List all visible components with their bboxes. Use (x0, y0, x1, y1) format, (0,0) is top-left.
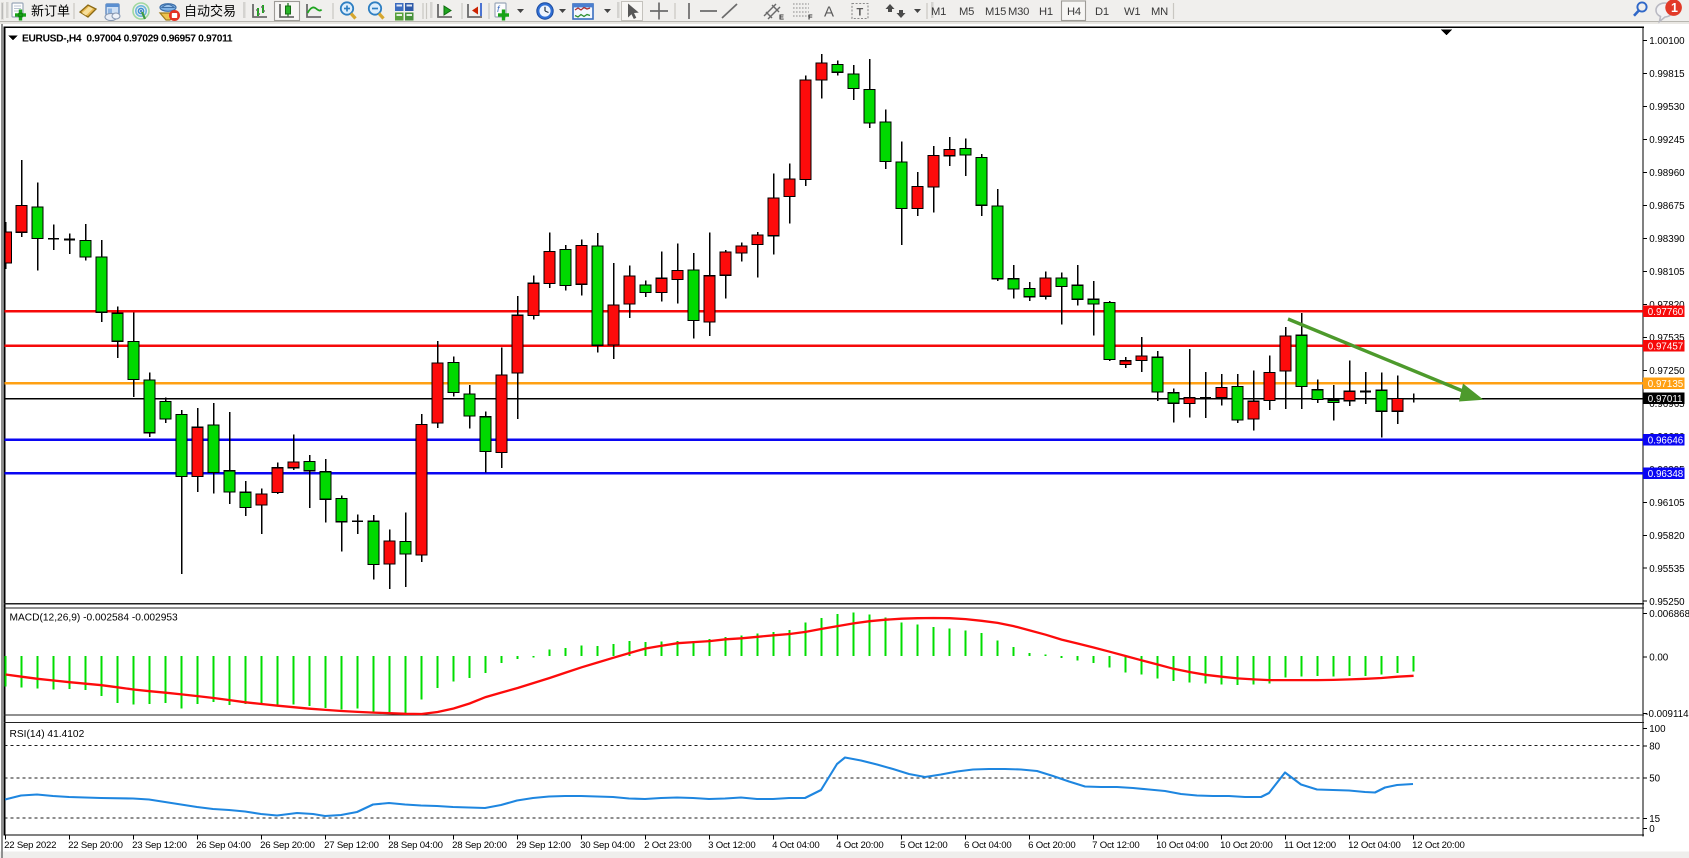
svg-text:0.99245: 0.99245 (1649, 135, 1685, 146)
svg-text:28 Sep 20:00: 28 Sep 20:00 (452, 840, 507, 851)
svg-text:0.97535: 0.97535 (1649, 333, 1685, 344)
svg-text:10 Oct 20:00: 10 Oct 20:00 (1220, 840, 1273, 851)
svg-text:H1: H1 (1039, 6, 1053, 18)
svg-text:26 Sep 20:00: 26 Sep 20:00 (260, 840, 315, 851)
svg-text:0.006868: 0.006868 (1649, 609, 1689, 620)
svg-text:1.00100: 1.00100 (1649, 36, 1685, 47)
svg-text:3 Oct 12:00: 3 Oct 12:00 (708, 840, 755, 851)
svg-text:M30: M30 (1008, 6, 1029, 18)
svg-text:0.96348: 0.96348 (1648, 469, 1684, 480)
svg-text:4 Oct 04:00: 4 Oct 04:00 (772, 840, 819, 851)
svg-text:0.95535: 0.95535 (1649, 564, 1685, 575)
svg-text:0.98960: 0.98960 (1649, 168, 1685, 179)
svg-text:0.99530: 0.99530 (1649, 102, 1685, 113)
svg-text:-0.009114: -0.009114 (1645, 709, 1689, 720)
svg-text:A: A (824, 4, 834, 21)
svg-text:0.95820: 0.95820 (1649, 531, 1685, 542)
svg-text:0.96646: 0.96646 (1648, 436, 1684, 447)
svg-text:0.96105: 0.96105 (1649, 498, 1685, 509)
svg-text:5 Oct 12:00: 5 Oct 12:00 (900, 840, 947, 851)
svg-text:0.00: 0.00 (1649, 652, 1669, 663)
svg-text:0.98390: 0.98390 (1649, 234, 1685, 245)
svg-text:29 Sep 12:00: 29 Sep 12:00 (516, 840, 571, 851)
svg-text:RSI(14) 41.4102: RSI(14) 41.4102 (10, 729, 85, 740)
svg-text:EURUSD-,H4 0.97004 0.97029 0.: EURUSD-,H4 0.97004 0.97029 0.96957 0.970… (22, 34, 233, 45)
svg-text:F: F (808, 13, 813, 22)
svg-text:15: 15 (1649, 814, 1660, 825)
svg-text:11 Oct 12:00: 11 Oct 12:00 (1284, 840, 1336, 851)
svg-text:D1: D1 (1095, 6, 1109, 18)
svg-text:新订单: 新订单 (31, 4, 70, 19)
svg-text:0.98675: 0.98675 (1649, 201, 1685, 212)
svg-text:0: 0 (1649, 824, 1655, 835)
svg-text:6 Oct 20:00: 6 Oct 20:00 (1028, 840, 1075, 851)
svg-text:7 Oct 12:00: 7 Oct 12:00 (1092, 840, 1139, 851)
svg-text:M5: M5 (959, 6, 974, 18)
svg-text:0.97250: 0.97250 (1649, 366, 1685, 377)
svg-text:T: T (857, 7, 864, 19)
svg-text:100: 100 (1649, 724, 1666, 735)
svg-text:E: E (779, 13, 784, 22)
svg-text:0.97135: 0.97135 (1648, 379, 1684, 390)
svg-text:28 Sep 04:00: 28 Sep 04:00 (388, 840, 443, 851)
svg-text:0.95250: 0.95250 (1649, 597, 1685, 608)
svg-text:22 Sep 2022: 22 Sep 2022 (4, 840, 56, 851)
svg-text:50: 50 (1649, 774, 1660, 785)
svg-text:M15: M15 (985, 6, 1006, 18)
svg-text:6 Oct 04:00: 6 Oct 04:00 (964, 840, 1011, 851)
svg-text:0.97011: 0.97011 (1648, 394, 1683, 405)
svg-text:23 Sep 12:00: 23 Sep 12:00 (132, 840, 187, 851)
svg-text:f: f (497, 4, 501, 14)
svg-text:H4: H4 (1067, 6, 1081, 18)
svg-text:27 Sep 12:00: 27 Sep 12:00 (324, 840, 379, 851)
svg-text:1: 1 (1671, 1, 1678, 15)
svg-text:0.98105: 0.98105 (1649, 267, 1685, 278)
svg-text:80: 80 (1649, 741, 1660, 752)
svg-text:22 Sep 20:00: 22 Sep 20:00 (68, 840, 123, 851)
svg-text:2 Oct 23:00: 2 Oct 23:00 (644, 840, 691, 851)
svg-text:0.96965: 0.96965 (1649, 399, 1685, 410)
svg-text:MN: MN (1151, 6, 1168, 18)
svg-text:W1: W1 (1124, 6, 1140, 18)
svg-text:12 Oct 20:00: 12 Oct 20:00 (1412, 840, 1465, 851)
svg-text:4 Oct 20:00: 4 Oct 20:00 (836, 840, 883, 851)
svg-text:30 Sep 04:00: 30 Sep 04:00 (580, 840, 635, 851)
svg-text:0.97760: 0.97760 (1648, 307, 1684, 318)
svg-text:自动交易: 自动交易 (184, 4, 236, 19)
svg-text:0.97457: 0.97457 (1648, 342, 1683, 353)
svg-text:10 Oct 04:00: 10 Oct 04:00 (1156, 840, 1209, 851)
svg-text:0.99815: 0.99815 (1649, 69, 1685, 80)
svg-text:12 Oct 04:00: 12 Oct 04:00 (1348, 840, 1401, 851)
svg-text:26 Sep 04:00: 26 Sep 04:00 (196, 840, 251, 851)
svg-text:MACD(12,26,9) -0.002584 -0.002: MACD(12,26,9) -0.002584 -0.002953 (10, 612, 179, 623)
svg-text:M1: M1 (931, 6, 946, 18)
